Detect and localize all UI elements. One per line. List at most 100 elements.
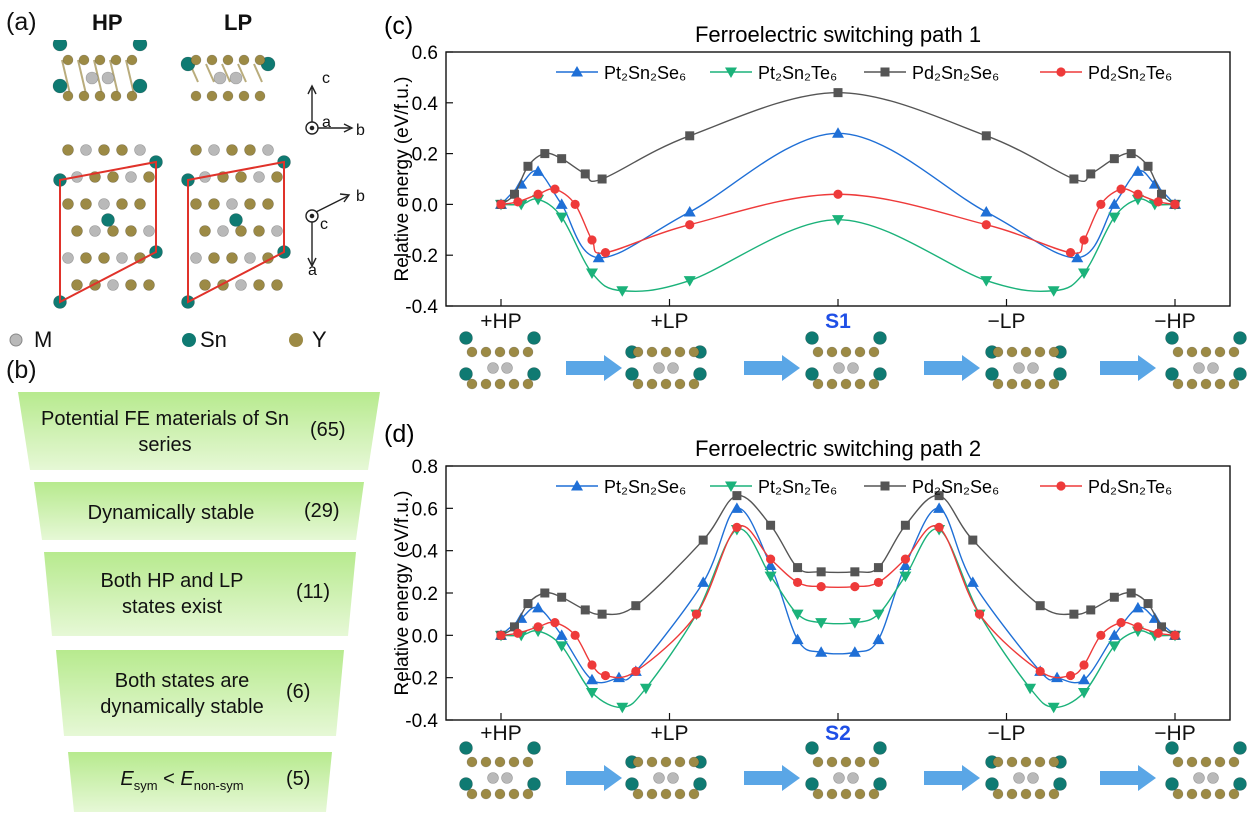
switch-arrow <box>924 355 980 381</box>
y-atom <box>1006 788 1018 800</box>
lattice-atom <box>208 144 220 156</box>
sn-atom <box>52 78 68 94</box>
funnel-count-5: (5) <box>286 768 311 790</box>
lattice-atom <box>107 279 119 291</box>
marker-triangle-down <box>815 618 828 629</box>
y-axis-label: Relative energy (eV/f.u.) <box>392 77 413 282</box>
y-atom <box>62 90 74 102</box>
legend-label: Pt₂Sn₂Te₆ <box>758 477 837 497</box>
y-atom <box>660 346 672 358</box>
marker-square <box>557 154 567 164</box>
chart-d: (d) Ferroelectric switching path 2 0.8 0.6 0… <box>384 420 1231 745</box>
marker-square <box>732 491 742 501</box>
sn-atom <box>459 367 473 381</box>
m-atom <box>213 71 227 85</box>
marker-square <box>1143 599 1153 609</box>
x-tick-label: +HP <box>480 310 521 333</box>
marker-triangle-down <box>764 571 777 583</box>
bond-lines <box>189 63 263 83</box>
y-atom <box>466 756 478 768</box>
y-atom <box>812 346 824 358</box>
y-tick-label: -0.4 <box>405 297 438 318</box>
lattice-atom <box>199 225 211 237</box>
marker-circle <box>816 582 826 592</box>
marker-square <box>873 563 883 573</box>
marker-triangle-up <box>532 165 545 176</box>
marker-circle <box>1133 189 1143 199</box>
y-atom <box>494 346 506 358</box>
m-atom <box>101 71 115 85</box>
y-tick-label: 0.6 <box>412 43 438 64</box>
marker-circle <box>1170 199 1180 209</box>
marker-circle <box>1079 660 1089 670</box>
sn-atom <box>132 40 148 52</box>
y-atom <box>522 756 534 768</box>
y-atom <box>646 756 658 768</box>
marker-circle <box>587 235 597 245</box>
lattice-atom <box>190 252 202 264</box>
marker-circle <box>570 630 580 640</box>
y-atom <box>494 378 506 390</box>
y-atom <box>688 346 700 358</box>
m-atom <box>833 362 845 374</box>
y-atom <box>840 346 852 358</box>
y-atom <box>126 90 138 102</box>
marker-square <box>509 189 519 199</box>
lattice-atom <box>80 198 92 210</box>
funnel-count-4: (6) <box>286 681 311 703</box>
x-tick-label: −LP <box>988 722 1026 745</box>
m-atom <box>85 71 99 85</box>
x-tick-label: +LP <box>651 310 689 333</box>
marker-triangle-up <box>1131 601 1144 613</box>
series-2 <box>496 491 1180 640</box>
series-3 <box>496 184 1180 258</box>
lattice-atom <box>253 279 265 291</box>
lattice-atom <box>235 171 247 183</box>
legend-label: Pd₂Sn₂Te₆ <box>1088 63 1172 83</box>
sn-atom <box>1233 741 1247 755</box>
y-atom <box>632 346 644 358</box>
lattice-atom <box>190 198 202 210</box>
sn-atom <box>1053 367 1067 381</box>
y-atom <box>1020 756 1032 768</box>
lattice-atom <box>143 225 155 237</box>
marker-circle <box>900 554 911 564</box>
sn-atom <box>985 367 999 381</box>
y-atom <box>480 788 492 800</box>
lattice-atom <box>244 252 256 264</box>
y-atom <box>78 90 90 102</box>
y-atom <box>1034 378 1046 390</box>
y-atom <box>110 54 122 66</box>
marker-triangle-down <box>1047 702 1060 714</box>
switch-arrow <box>566 765 622 791</box>
y-atom <box>674 378 686 390</box>
sn-atom <box>1233 777 1247 791</box>
sn-atom <box>101 213 115 227</box>
marker-square <box>509 622 519 632</box>
marker-triangle-down <box>585 268 598 279</box>
marker-square <box>816 567 826 577</box>
y-atom <box>1186 346 1198 358</box>
y-atom <box>826 756 838 768</box>
marker-square <box>597 609 607 619</box>
marker-square <box>934 491 944 501</box>
marker-triangle-up <box>555 198 568 209</box>
y-atom <box>1172 378 1184 390</box>
marker-triangle-down <box>555 641 568 652</box>
series-line <box>500 525 1176 679</box>
axis-c2-label: c <box>320 216 328 233</box>
marker-circle <box>1056 67 1066 77</box>
series-3 <box>496 522 1180 681</box>
marker-triangle-down <box>1078 268 1091 279</box>
legend-label: Pt₂Sn₂Se₆ <box>604 477 686 497</box>
funnel-stage-3 <box>44 552 356 636</box>
marker-circle <box>685 220 695 230</box>
lattice-atom <box>98 144 110 156</box>
y-atom <box>868 756 880 768</box>
y-atom <box>126 54 138 66</box>
series-0 <box>495 502 1181 685</box>
marker-triangle-down <box>1108 212 1121 224</box>
y-atom <box>674 756 686 768</box>
y-atom <box>1172 346 1184 358</box>
marker-circle <box>550 184 560 194</box>
